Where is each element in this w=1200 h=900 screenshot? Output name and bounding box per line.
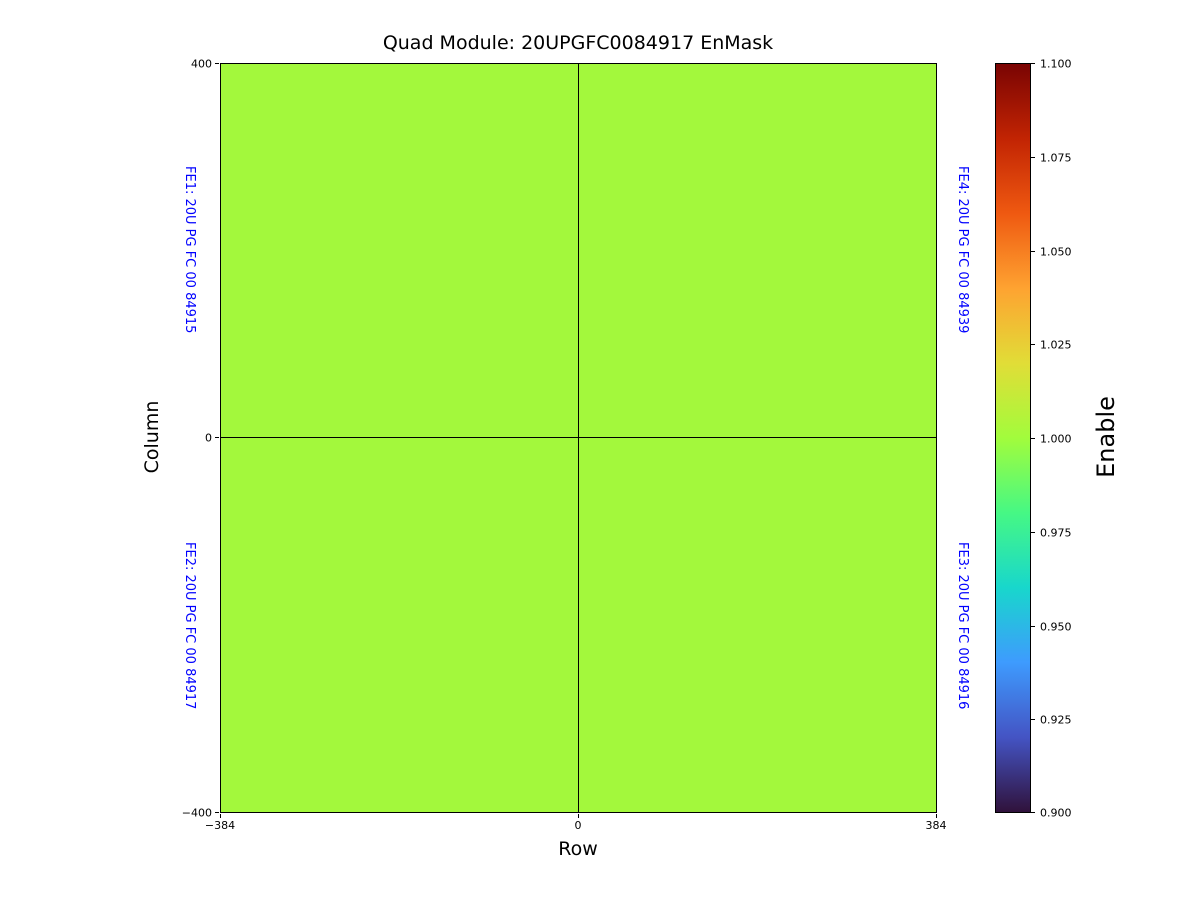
colorbar-tick-mark [1031,344,1035,345]
fe1-label: FE1: 20U PG FC 00 84915 [182,166,197,334]
y-axis-label: Column [141,400,163,474]
y-tick-label: 0 [205,431,212,445]
colorbar-tick-label: 1.025 [1040,338,1072,352]
colorbar-tick-label: 0.950 [1040,620,1072,634]
x-tick-label: 384 [925,819,947,832]
chart-title: Quad Module: 20UPGFC0084917 EnMask [382,32,774,54]
y-tick-label: −400 [181,806,212,820]
colorbar-tick-mark [1031,438,1035,439]
y-tick-mark [215,437,219,438]
heatmap [220,63,937,813]
x-tick-mark [936,814,937,818]
colorbar-tick-mark [1031,157,1035,158]
colorbar-axis-label: Enable [1092,396,1120,478]
colorbar-tick-mark [1031,63,1035,64]
x-tick-label: 0 [574,819,582,832]
colorbar-tick-label: 1.075 [1040,151,1072,165]
fe4-label: FE4: 20U PG FC 00 84939 [955,166,970,334]
fe2-label: FE2: 20U PG FC 00 84917 [182,541,197,710]
x-axis-label: Row [558,838,598,860]
colorbar-tick-label: 0.925 [1040,713,1072,727]
colorbar-tick-mark [1031,812,1035,813]
quadrant-divider-vertical [578,64,579,812]
y-tick-label: 400 [191,57,212,71]
x-tick-label: −384 [204,819,236,832]
colorbar-tick-label: 0.900 [1040,806,1072,820]
colorbar-tick-mark [1031,532,1035,533]
y-tick-mark [215,63,219,64]
colorbar-tick-mark [1031,626,1035,627]
colorbar-tick-label: 1.000 [1040,432,1072,446]
colorbar-tick-mark [1031,251,1035,252]
colorbar-tick-label: 1.100 [1040,57,1072,71]
x-tick-mark [220,814,221,818]
x-tick-mark [578,814,579,818]
colorbar-tick-label: 0.975 [1040,526,1072,540]
quadrant-divider-horizontal [221,437,936,438]
fe3-label: FE3: 20U PG FC 00 84916 [955,541,970,710]
colorbar-tick-label: 1.050 [1040,245,1072,259]
y-tick-mark [215,812,219,813]
colorbar-tick-mark [1031,719,1035,720]
colorbar-gradient [995,63,1031,813]
